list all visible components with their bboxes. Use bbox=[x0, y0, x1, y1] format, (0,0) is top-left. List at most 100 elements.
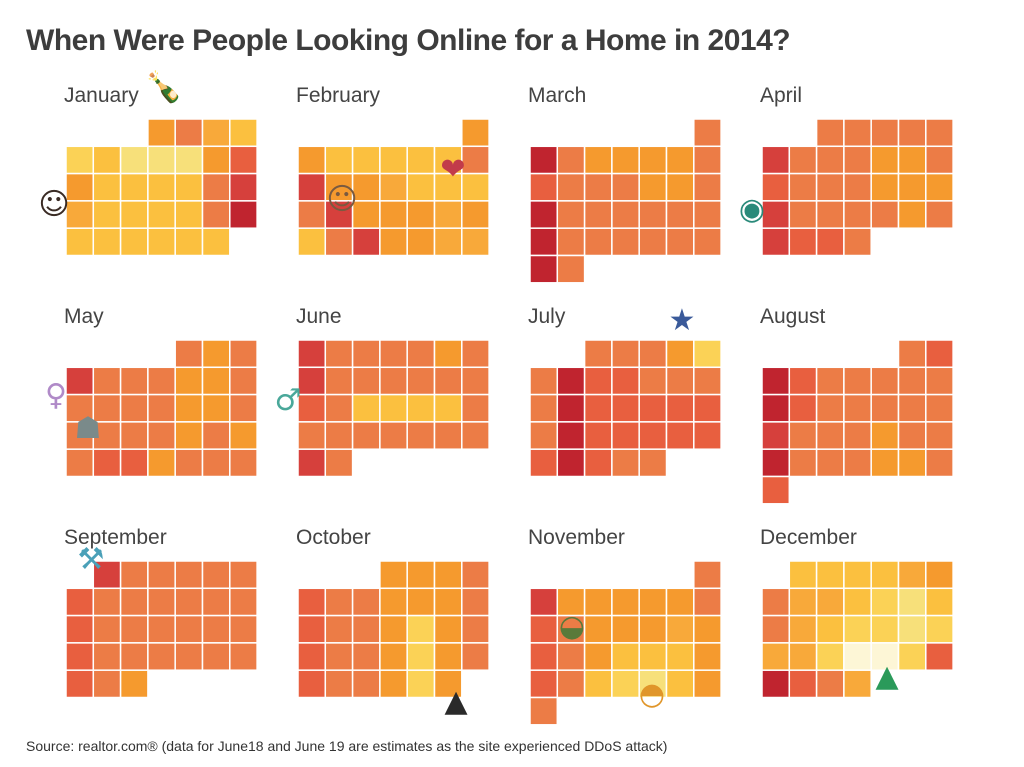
day-cell bbox=[201, 587, 231, 617]
day-cell bbox=[92, 614, 122, 644]
day-cell bbox=[693, 118, 722, 148]
day-cell bbox=[119, 448, 149, 478]
day-cell bbox=[815, 118, 845, 148]
day-cell bbox=[556, 227, 586, 257]
day-cell bbox=[638, 614, 668, 644]
day-cell bbox=[351, 614, 381, 644]
day-cell bbox=[324, 614, 354, 644]
day-cell bbox=[556, 669, 586, 699]
day-cell bbox=[638, 448, 668, 478]
day-cell bbox=[843, 642, 872, 671]
uncle-sam-hat-icon: ★ bbox=[669, 303, 696, 338]
day-cell bbox=[297, 393, 327, 423]
day-cell bbox=[174, 560, 204, 590]
day-cell bbox=[201, 642, 231, 671]
day-cell bbox=[406, 614, 436, 644]
day-cell bbox=[693, 642, 722, 671]
month-label: April bbox=[760, 84, 802, 107]
day-cell bbox=[583, 200, 613, 229]
day-cell bbox=[65, 145, 95, 175]
day-cell bbox=[925, 448, 954, 478]
day-cell bbox=[92, 587, 122, 617]
day-cell bbox=[174, 448, 204, 478]
day-cell bbox=[583, 366, 613, 396]
day-cell bbox=[529, 172, 559, 202]
day-cell bbox=[324, 172, 354, 202]
day-cell bbox=[583, 145, 613, 175]
day-cell bbox=[788, 669, 818, 699]
day-cell bbox=[815, 200, 845, 229]
day-cell bbox=[174, 200, 204, 229]
month-november: November bbox=[528, 526, 722, 726]
day-cell bbox=[761, 642, 791, 671]
day-cell bbox=[433, 587, 463, 617]
day-cell bbox=[925, 200, 954, 229]
day-cell bbox=[788, 145, 818, 175]
day-cell bbox=[925, 587, 954, 617]
day-cell bbox=[761, 475, 791, 505]
day-cell bbox=[201, 421, 231, 450]
day-cell bbox=[324, 421, 354, 450]
day-cell bbox=[65, 366, 95, 396]
day-cell bbox=[65, 614, 95, 644]
day-cell bbox=[761, 366, 791, 396]
day-cell bbox=[406, 393, 436, 423]
day-cell bbox=[843, 393, 872, 423]
day-cell bbox=[556, 254, 586, 284]
day-cell bbox=[788, 587, 818, 617]
day-cell bbox=[693, 669, 722, 699]
day-cell bbox=[611, 421, 640, 450]
hammer-icon: ⚒ bbox=[78, 542, 105, 577]
day-cell bbox=[147, 145, 176, 175]
day-cell bbox=[324, 366, 354, 396]
day-cell bbox=[638, 339, 668, 369]
day-cell bbox=[815, 587, 845, 617]
gravestone-icon: ☗ bbox=[75, 411, 102, 446]
day-cell bbox=[665, 366, 695, 396]
day-cell bbox=[843, 614, 872, 644]
day-cell bbox=[119, 227, 149, 257]
day-cell bbox=[324, 587, 354, 617]
day-cell bbox=[406, 669, 436, 699]
day-cell bbox=[92, 145, 122, 175]
day-cell bbox=[583, 448, 613, 478]
day-cell bbox=[611, 172, 640, 202]
day-cell bbox=[406, 339, 436, 369]
day-cell bbox=[843, 366, 872, 396]
day-cell bbox=[201, 366, 231, 396]
day-cell bbox=[433, 669, 463, 699]
day-cell bbox=[65, 642, 95, 671]
day-cell bbox=[761, 200, 791, 229]
day-cell bbox=[406, 200, 436, 229]
month-label: September bbox=[64, 526, 167, 549]
day-cell bbox=[65, 172, 95, 202]
day-cell bbox=[379, 421, 408, 450]
day-cell bbox=[351, 339, 381, 369]
day-cell bbox=[529, 227, 559, 257]
day-cell bbox=[461, 642, 490, 671]
day-cell bbox=[461, 587, 490, 617]
day-cell bbox=[351, 366, 381, 396]
day-cell bbox=[406, 145, 436, 175]
day-cell bbox=[693, 145, 722, 175]
day-cell bbox=[788, 172, 818, 202]
day-cell bbox=[461, 200, 490, 229]
day-cell bbox=[174, 172, 204, 202]
day-cell bbox=[147, 227, 176, 257]
day-cell bbox=[119, 669, 149, 699]
day-cell bbox=[556, 642, 586, 671]
day-cell bbox=[351, 669, 381, 699]
day-cell bbox=[693, 339, 722, 369]
day-cell bbox=[65, 669, 95, 699]
day-cell bbox=[925, 339, 954, 369]
day-cell bbox=[788, 393, 818, 423]
day-cell bbox=[897, 366, 927, 396]
day-cell bbox=[433, 560, 463, 590]
day-cell bbox=[665, 642, 695, 671]
day-cell bbox=[638, 587, 668, 617]
day-cell bbox=[351, 393, 381, 423]
day-cell bbox=[556, 393, 586, 423]
day-cell bbox=[147, 172, 176, 202]
day-cell bbox=[611, 614, 640, 644]
day-cell bbox=[201, 614, 231, 644]
